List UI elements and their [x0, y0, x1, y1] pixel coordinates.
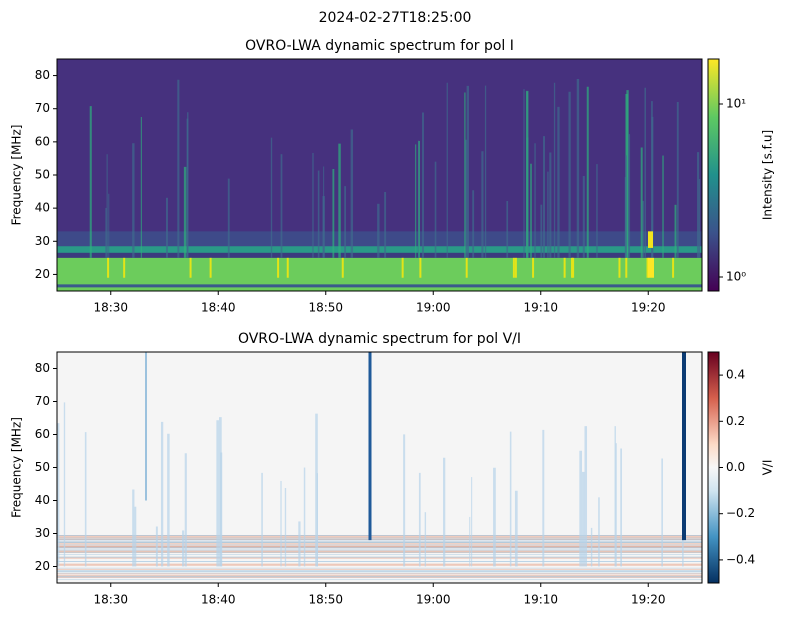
- image-burst: [648, 257, 654, 278]
- colorbar: [707, 351, 720, 584]
- y-tick-label: 80: [35, 361, 50, 375]
- colorbar-tick-label: 0.0: [726, 460, 745, 474]
- image-bg: [57, 352, 702, 583]
- y-tick-label: 50: [35, 168, 50, 182]
- x-tick-label: 18:40: [201, 593, 236, 607]
- colorbar-tick-label: −0.4: [726, 552, 755, 566]
- x-tick-label: 19:00: [416, 301, 451, 315]
- y-tick-label: 60: [35, 134, 50, 148]
- x-tick-label: 18:40: [201, 301, 236, 315]
- x-tick-label: 19:10: [523, 301, 558, 315]
- colorbar-tick-label: 0.4: [726, 368, 745, 382]
- colorbar: [707, 58, 720, 292]
- figure-title: 2024-02-27T18:25:00: [319, 10, 472, 26]
- colorbar-label: Intensity [s.f.u]: [761, 130, 775, 220]
- y-tick-label: 70: [35, 394, 50, 408]
- colorbar-tick-label: 10¹: [726, 96, 746, 110]
- x-tick-label: 19:10: [523, 593, 558, 607]
- image-band: [57, 284, 702, 288]
- x-tick-label: 18:30: [93, 593, 128, 607]
- colorbar-label: V/I: [761, 460, 775, 476]
- x-tick-label: 19:20: [631, 301, 666, 315]
- spectrum-image: [57, 352, 702, 583]
- image-burst: [648, 231, 653, 248]
- panel-title: OVRO-LWA dynamic spectrum for pol I: [245, 38, 514, 54]
- y-tick-label: 20: [35, 559, 50, 573]
- y-tick-label: 70: [35, 101, 50, 115]
- colorbar-tick-label: 0.2: [726, 414, 745, 428]
- y-tick-label: 30: [35, 526, 50, 540]
- colorbar-tick-label: 10⁰: [726, 270, 746, 284]
- x-tick-label: 19:00: [416, 593, 451, 607]
- panel-title: OVRO-LWA dynamic spectrum for pol V/I: [238, 331, 521, 347]
- y-axis-label: Frequency [MHz]: [10, 125, 24, 226]
- y-tick-label: 30: [35, 234, 50, 248]
- y-tick-label: 40: [35, 201, 50, 215]
- x-tick-label: 19:20: [631, 593, 666, 607]
- x-tick-label: 18:50: [308, 301, 343, 315]
- y-tick-label: 20: [35, 267, 50, 281]
- y-tick-label: 40: [35, 493, 50, 507]
- y-axis-label: Frequency [MHz]: [10, 417, 24, 518]
- spectrum-image: [57, 59, 702, 291]
- y-tick-label: 60: [35, 427, 50, 441]
- y-tick-label: 50: [35, 460, 50, 474]
- x-tick-label: 18:30: [93, 301, 128, 315]
- x-tick-label: 18:50: [308, 593, 343, 607]
- colorbar-tick-label: −0.2: [726, 506, 755, 520]
- y-tick-label: 80: [35, 68, 50, 82]
